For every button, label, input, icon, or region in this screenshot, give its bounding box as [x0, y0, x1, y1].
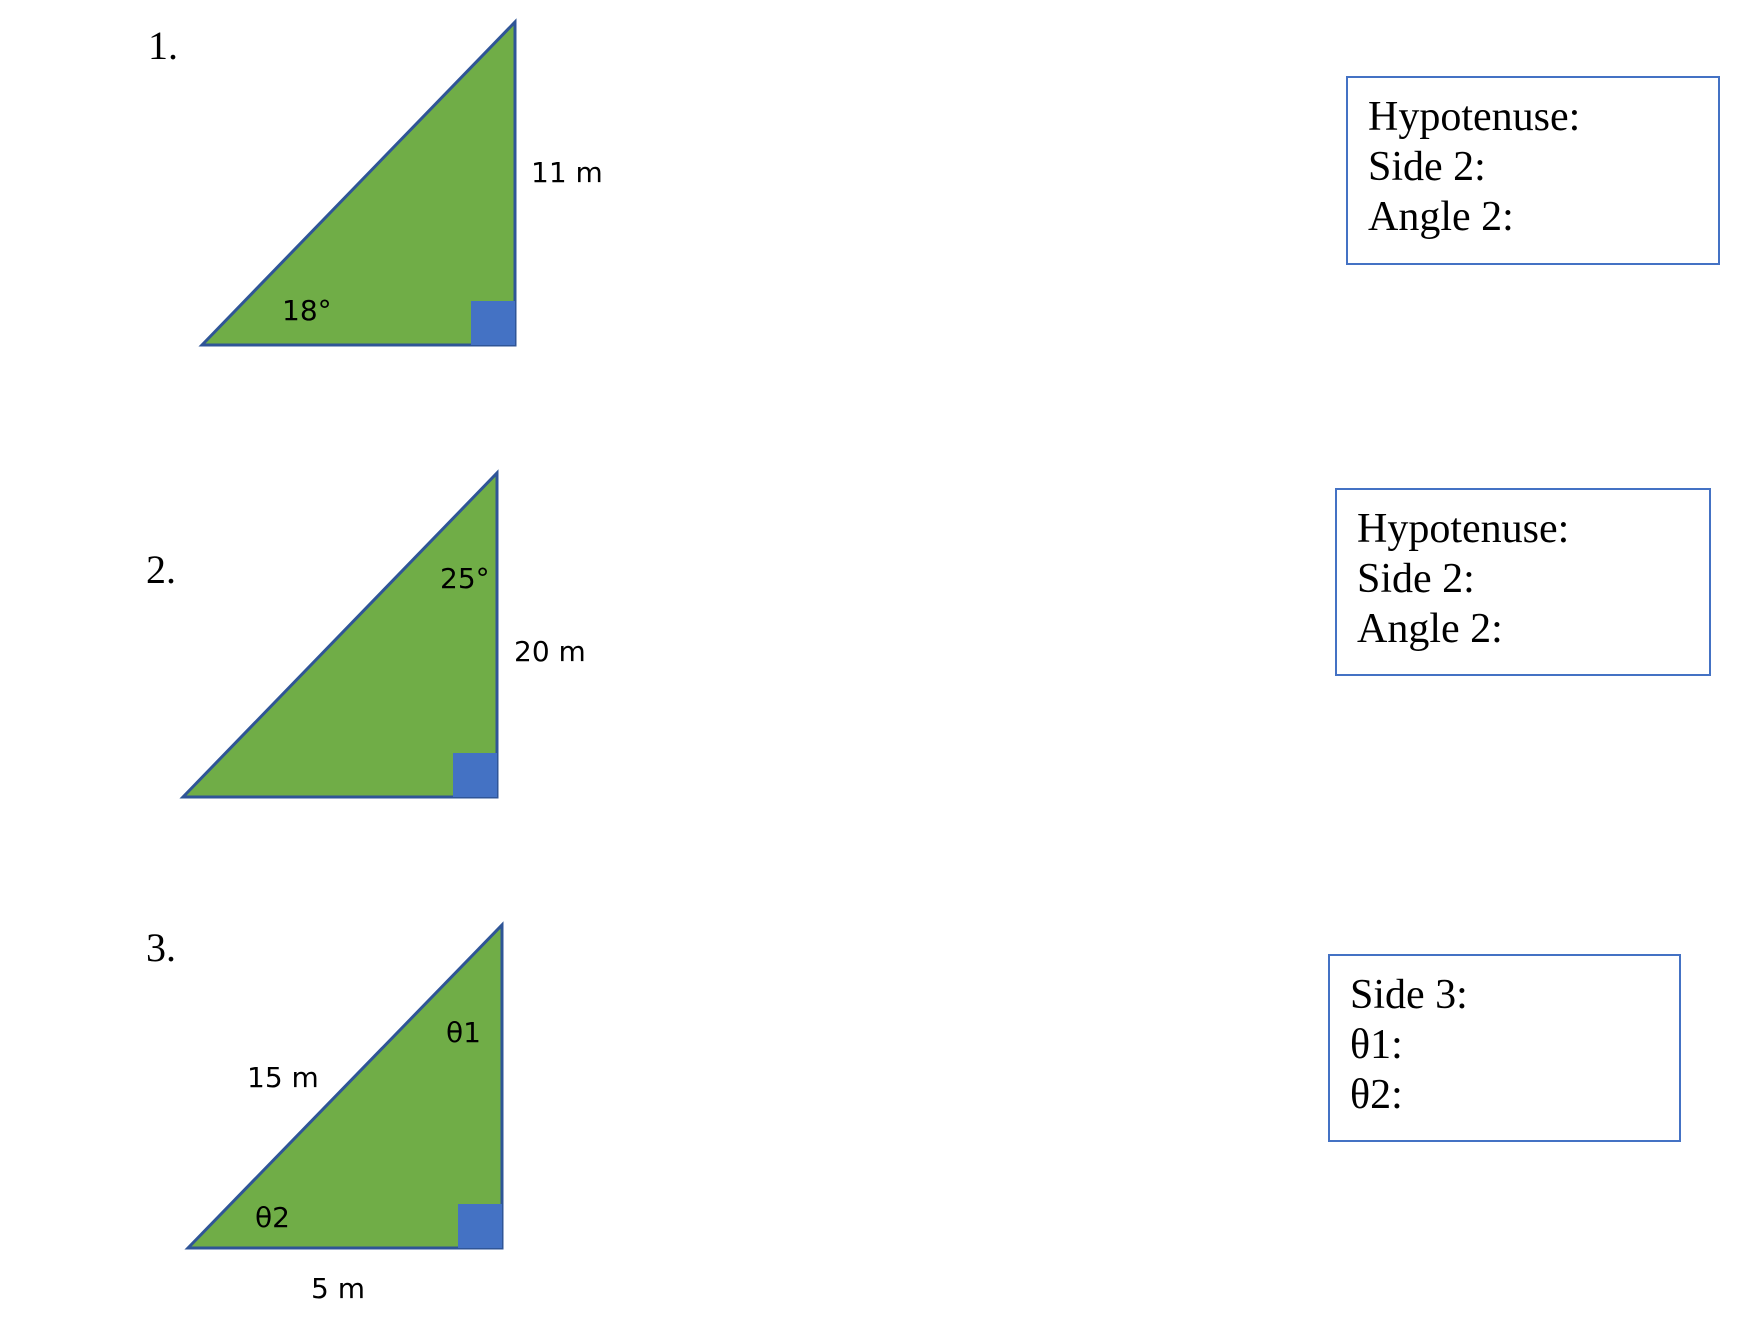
triangle-1-angle-label: 18° — [282, 294, 332, 327]
triangle-3-theta2-label: θ2 — [255, 1201, 290, 1234]
answer-box-3-line-1: Side 3: — [1350, 972, 1468, 1018]
answer-box-2-line-2: Side 2: — [1357, 556, 1475, 602]
triangle-2-angle-label: 25° — [440, 562, 490, 595]
answer-box-1: Hypotenuse: Side 2: Angle 2: — [1346, 76, 1720, 265]
answer-box-2-line-3: Angle 2: — [1357, 606, 1503, 652]
triangle-3-theta1-label: θ1 — [446, 1016, 481, 1049]
problem-number-3: 3. — [146, 925, 176, 970]
answer-box-1-line-2: Side 2: — [1368, 144, 1486, 190]
triangle-2-side-label: 20 m — [514, 635, 586, 668]
triangle-1-side-label: 11 m — [531, 156, 603, 189]
answer-box-1-line-1: Hypotenuse: — [1368, 94, 1581, 140]
triangle-3: 15 m 5 m θ1 θ2 — [184, 921, 504, 1305]
triangle-2: 20 m 25° — [179, 469, 586, 799]
right-angle-marker-1 — [471, 301, 515, 345]
answer-box-2: Hypotenuse: Side 2: Angle 2: — [1335, 488, 1711, 676]
triangle-3-base-label: 5 m — [311, 1272, 365, 1305]
right-angle-marker-2 — [453, 753, 497, 797]
answer-box-3-line-3: θ2: — [1350, 1072, 1403, 1118]
triangle-3-hypotenuse-label: 15 m — [247, 1061, 319, 1094]
right-angle-marker-3 — [458, 1204, 502, 1248]
answer-box-3-line-2: θ1: — [1350, 1022, 1403, 1068]
triangle-1-shape — [198, 18, 517, 347]
answer-box-3: Side 3: θ1: θ2: — [1328, 954, 1681, 1142]
problem-number-2: 2. — [146, 547, 176, 592]
triangle-1: 11 m 18° — [198, 18, 603, 347]
answer-box-2-line-1: Hypotenuse: — [1357, 506, 1570, 552]
triangle-2-shape — [179, 469, 499, 799]
problem-number-1: 1. — [148, 23, 178, 68]
triangle-3-shape — [184, 921, 504, 1250]
answer-box-1-line-3: Angle 2: — [1368, 194, 1514, 240]
